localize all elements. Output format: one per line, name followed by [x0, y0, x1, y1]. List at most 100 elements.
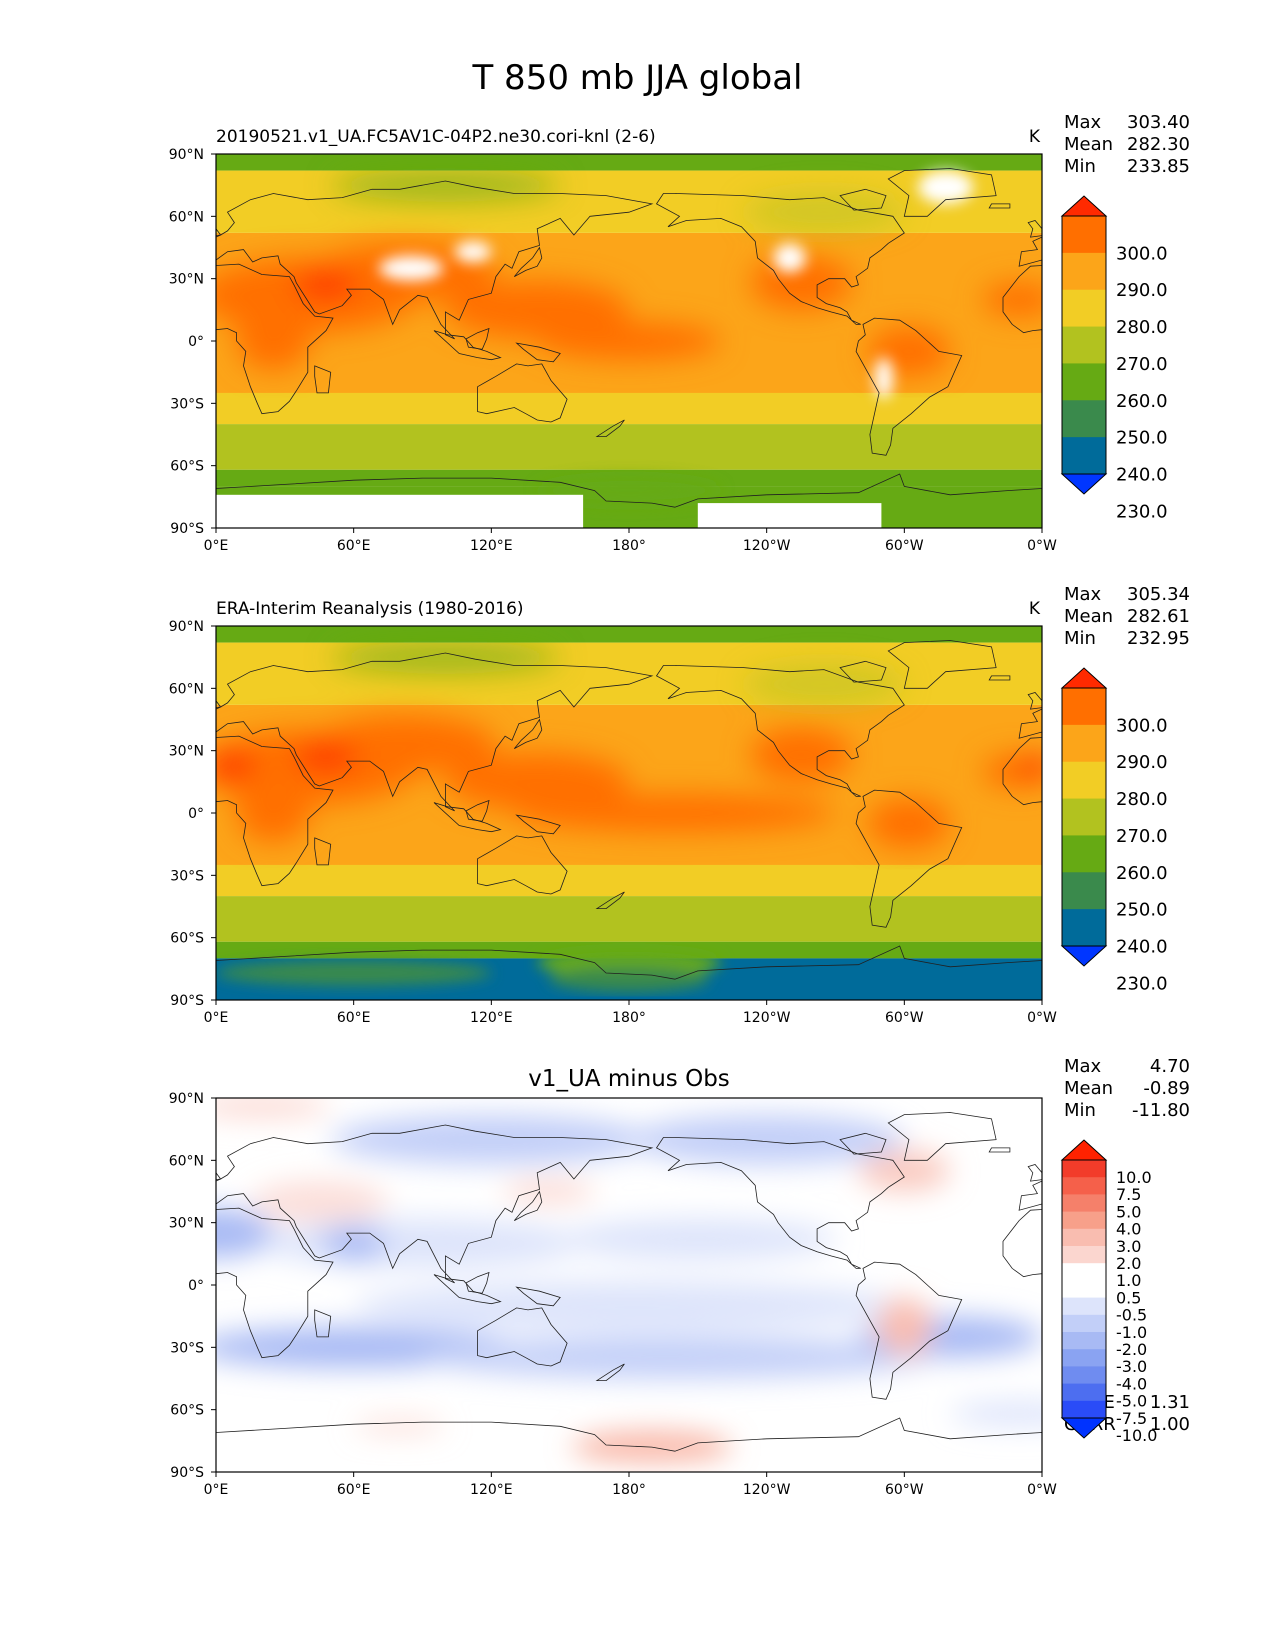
stat-label: Mean: [1064, 134, 1113, 155]
contour-region: [330, 1114, 652, 1165]
coastlines: [216, 168, 1042, 528]
colorbar-bin: [1062, 1160, 1106, 1178]
contour-band: [216, 896, 1042, 921]
coastline: [655, 1137, 905, 1269]
coastline: [988, 1147, 1011, 1153]
panel-title: v1_UA minus Obs: [528, 1066, 730, 1092]
contour-band: [216, 424, 1042, 449]
colorbar-extend-top: [1060, 667, 1108, 689]
colorbar-tick-label: -5.0: [1116, 1392, 1147, 1411]
colorbar-bin: [1062, 798, 1106, 836]
coastline: [839, 188, 887, 211]
contour-region: [867, 798, 951, 849]
colorbar-tick-label: 290.0: [1116, 752, 1168, 773]
contour-region: [216, 752, 255, 778]
contour-region: [312, 715, 496, 774]
coastline: [839, 660, 887, 683]
stat-label: Max: [1064, 1056, 1102, 1077]
colorbar-tick-label: 5.0: [1116, 1202, 1141, 1221]
y-tick-label: 90°S: [170, 993, 204, 1009]
coastline: [988, 675, 1011, 681]
coastline: [839, 1132, 887, 1155]
colorbar-tick-label: -10.0: [1116, 1426, 1157, 1445]
coastline: [595, 891, 625, 909]
coastline: [1027, 1164, 1042, 1182]
colorbar-bin: [1062, 1297, 1106, 1316]
colorbar-tick-label: 280.0: [1116, 317, 1168, 338]
y-tick-label: 90°N: [169, 147, 204, 163]
coastline: [216, 652, 654, 812]
coastline: [887, 1112, 997, 1161]
colorbar-tick-label: 270.0: [1116, 826, 1168, 847]
colorbar: 300.0 290.0 280.0 270.0 260.0 250.0 240.0 230.0: [1060, 667, 1168, 994]
coastline: [988, 203, 1011, 209]
colorbar-bin: [1062, 400, 1106, 438]
stat-value: 282.30: [1127, 134, 1190, 155]
stat-value: 232.95: [1127, 628, 1190, 649]
colorbar-tick-label: 270.0: [1116, 354, 1168, 375]
colorbar-tick-label: 290.0: [1116, 280, 1168, 301]
x-tick-label: 180°: [612, 1482, 646, 1498]
y-tick-label: 30°S: [170, 396, 204, 412]
x-tick-label: 120°W: [743, 1482, 791, 1498]
coastline: [515, 1286, 561, 1307]
coastline: [855, 317, 963, 456]
colorbar-bin: [1062, 909, 1106, 947]
coastline: [477, 363, 568, 423]
map-field: [216, 1098, 1042, 1472]
coastline: [216, 735, 334, 887]
contour-region: [982, 282, 1042, 316]
contour-smooth: [216, 640, 1042, 849]
colorbar-bin: [1062, 1246, 1106, 1264]
y-tick-label: 60°S: [170, 1403, 204, 1419]
coastlines: [216, 1112, 1042, 1472]
contour-region: [750, 255, 852, 310]
stat-label: Min: [1064, 156, 1096, 177]
stat-value: 305.34: [1127, 584, 1190, 605]
coastline: [433, 802, 502, 833]
colorbar-bin: [1062, 1314, 1106, 1333]
coastline: [216, 1417, 1042, 1472]
coastline: [887, 640, 997, 689]
y-tick-label: 0°: [188, 1278, 204, 1294]
stat-label: Min: [1064, 628, 1096, 649]
x-tick-label: 0°E: [204, 1482, 229, 1498]
y-tick-label: 90°N: [169, 619, 204, 635]
coastline: [655, 193, 905, 325]
coastline: [216, 945, 1042, 1000]
colorbar-extend-top: [1060, 195, 1108, 217]
coastline: [477, 835, 568, 895]
x-tick-label: 60°E: [337, 1010, 371, 1026]
contour-region: [261, 1218, 584, 1269]
y-tick-label: 0°: [188, 806, 204, 822]
coastline: [216, 1207, 334, 1359]
y-tick-label: 90°S: [170, 1465, 204, 1481]
coastline: [216, 1124, 654, 1284]
colorbar-tick-label: 230.0: [1116, 501, 1168, 522]
colorbar-tick-label: 1.0: [1116, 1271, 1141, 1290]
y-tick-label: 90°N: [169, 1091, 204, 1107]
coastline: [433, 1274, 502, 1305]
colorbar-bin: [1062, 216, 1106, 254]
chart-panel-test: 90°N 60°N 30°N 0° 30°S 60°S 90°S0°E 60°E 120°E 18…: [169, 112, 1190, 554]
stat-value: 282.61: [1127, 606, 1190, 627]
y-tick-label: 60°N: [169, 681, 204, 697]
x-tick-label: 0°W: [1027, 538, 1057, 554]
contour-region: [548, 966, 710, 992]
colorbar-bin: [1062, 326, 1106, 364]
x-tick-label: 120°W: [743, 538, 791, 554]
contour-region: [236, 783, 311, 843]
colorbar-bin: [1062, 363, 1106, 401]
colorbar-bin: [1062, 724, 1106, 763]
coastline: [314, 1309, 332, 1338]
contour-region: [445, 752, 629, 811]
missing-data-region: [773, 243, 806, 273]
contour-band: [216, 449, 1042, 470]
x-tick-label: 0°E: [204, 1010, 229, 1026]
colorbar-bin: [1062, 872, 1106, 910]
contour-band: [216, 642, 1042, 705]
stat-value: 1.31: [1150, 1392, 1190, 1413]
colorbar-extend-top: [1060, 1139, 1108, 1161]
contour-region: [876, 1297, 932, 1356]
x-tick-label: 180°: [612, 538, 646, 554]
